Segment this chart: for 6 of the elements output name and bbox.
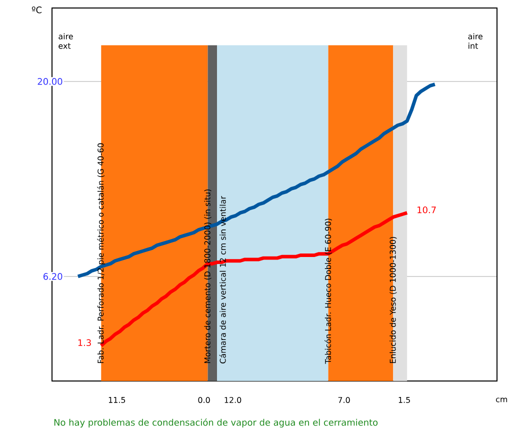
y-tick-label: 20.00 (38, 78, 62, 85)
data-label: 10.7 (418, 206, 436, 214)
data-label: 1.3 (78, 339, 91, 346)
y-axis-title: ºC (32, 6, 42, 14)
text: No hay problemas de condensación de vapor de agua en el cerramiento (54, 418, 378, 428)
y-tick-label: 6.20 (43, 273, 62, 280)
